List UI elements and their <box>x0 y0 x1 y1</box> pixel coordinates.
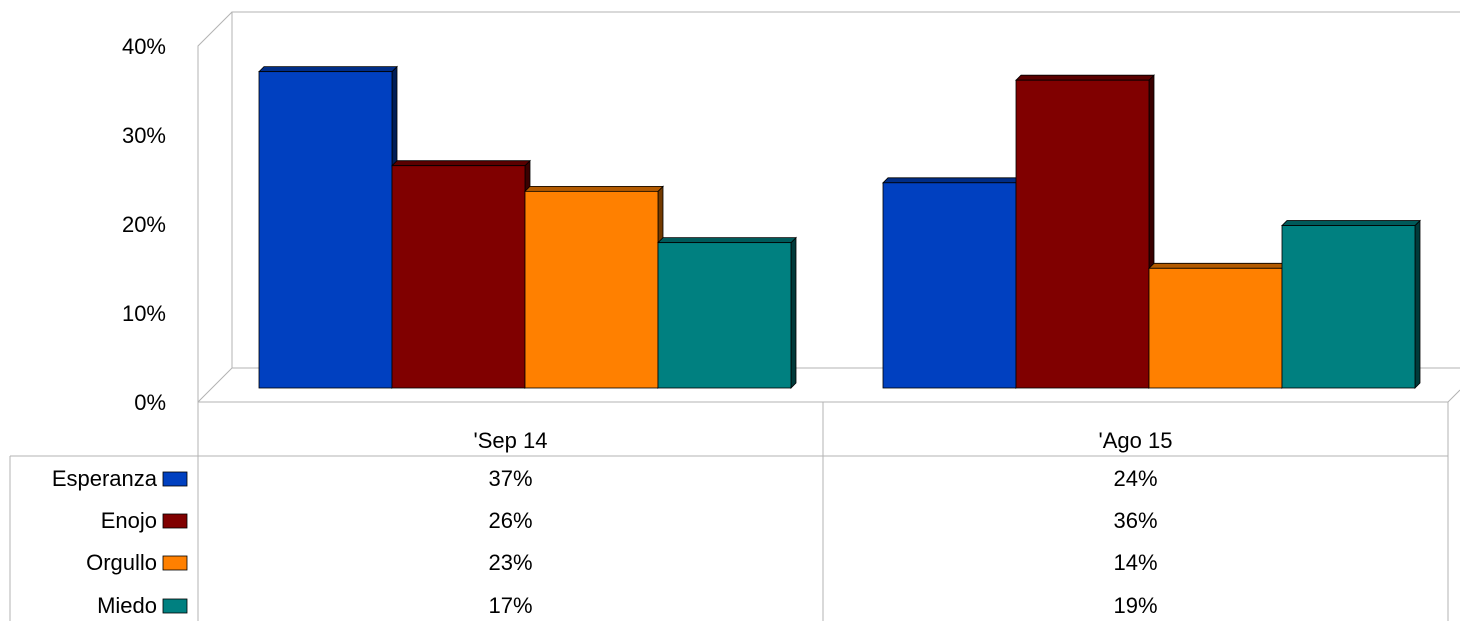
data-table: 'Sep 14 'Ago 15 Esperanza 37% 24% Enojo 26% 36%… <box>52 428 1173 618</box>
bar-miedo-1 <box>657 236 797 389</box>
bar-orgullo-1 <box>524 185 664 389</box>
legend-label-miedo: Miedo <box>97 593 157 618</box>
legend-swatch-miedo <box>162 598 188 614</box>
bar-miedo-2 <box>1281 219 1421 389</box>
data-table-grid <box>9 401 1449 621</box>
y-axis-ticks: 0% 10% 20% 30% 40% <box>122 34 166 415</box>
y-tick-label: 20% <box>122 212 166 237</box>
category-label: 'Sep 14 <box>474 428 548 453</box>
data-label: 37% <box>488 466 532 491</box>
category-label: 'Ago 15 <box>1099 428 1173 453</box>
data-label: 24% <box>1113 466 1157 491</box>
legend-swatch-enojo <box>162 513 188 529</box>
y-tick-label: 40% <box>122 34 166 59</box>
floor-left-edge <box>197 367 233 403</box>
data-label: 36% <box>1113 508 1157 533</box>
data-label: 19% <box>1113 593 1157 618</box>
bar-enojo-2 <box>1015 74 1155 389</box>
data-label: 26% <box>488 508 532 533</box>
legend-label-enojo: Enojo <box>101 508 157 533</box>
data-label: 14% <box>1113 550 1157 575</box>
bar-esperanza-1 <box>258 65 398 389</box>
floor-right-edge <box>1447 389 1460 403</box>
legend-label-esperanza: Esperanza <box>52 466 158 491</box>
legend-swatch-esperanza <box>162 471 188 487</box>
bar-esperanza-2 <box>882 176 1022 389</box>
legend-label-orgullo: Orgullo <box>86 550 157 575</box>
bar-orgullo-2 <box>1148 262 1288 389</box>
y-tick-label: 30% <box>122 123 166 148</box>
bar-enojo-1 <box>391 159 531 389</box>
y-tick-label: 0% <box>134 390 166 415</box>
bars <box>258 65 1421 389</box>
y-tick-label: 10% <box>122 301 166 326</box>
legend-swatch-orgullo <box>162 555 188 571</box>
data-label: 17% <box>488 593 532 618</box>
data-label: 23% <box>488 550 532 575</box>
side-wall <box>197 11 233 402</box>
